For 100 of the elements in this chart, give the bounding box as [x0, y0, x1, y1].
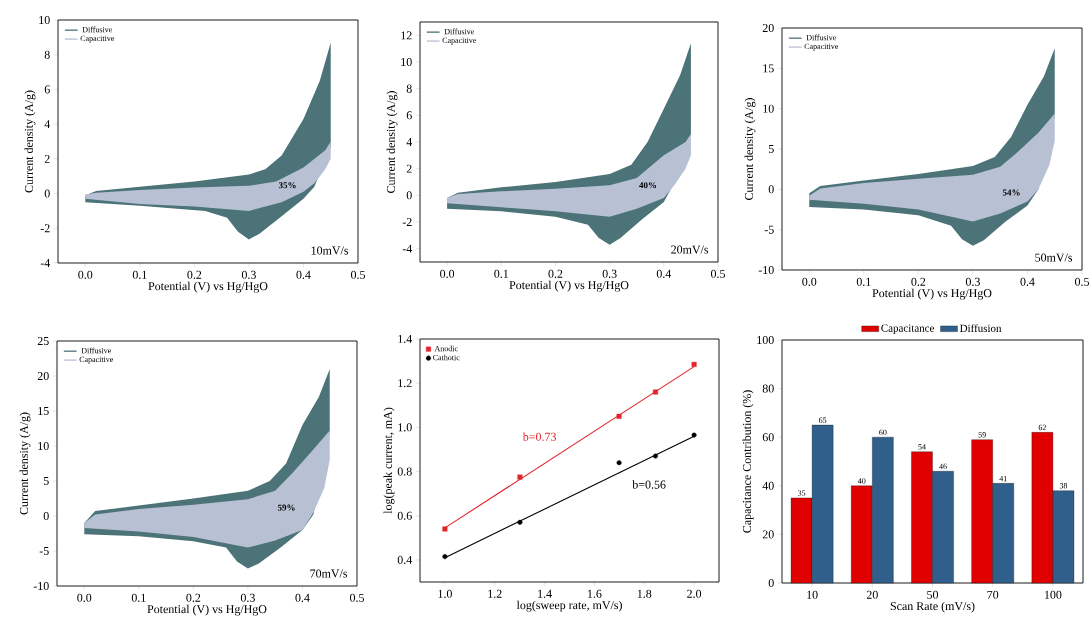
- annotation: 40%: [639, 182, 657, 189]
- y-tick-label: 10: [38, 441, 49, 451]
- x-axis-title: Potential (V) vs Hg/HgO: [148, 281, 268, 293]
- y-axis-title: log(peak current, mA): [383, 407, 395, 514]
- annotation: 50mV/s: [1035, 253, 1073, 262]
- point: [616, 413, 622, 419]
- y-tick-label: 0.4: [397, 555, 413, 564]
- point: [652, 453, 658, 459]
- x-tick-label: 70: [987, 590, 999, 599]
- x-tick-label: 0.4: [1020, 277, 1035, 286]
- y-tick-label: 15: [763, 64, 774, 73]
- y-tick-label: 10: [763, 104, 774, 113]
- y-tick-label: -10: [758, 265, 774, 275]
- y-tick-label: -5: [764, 225, 774, 234]
- y-tick-label: 80: [762, 384, 774, 393]
- y-tick-label: 0.6: [397, 511, 412, 520]
- point: [517, 474, 523, 480]
- y-axis-title: Current density (A/g): [19, 412, 31, 515]
- x-tick-label: 100: [1044, 590, 1062, 599]
- x-tick-label: 0.0: [440, 269, 455, 278]
- annotation: b=0.73: [522, 432, 556, 441]
- x-tick-label: 0.3: [240, 593, 255, 602]
- y-tick-label: -4: [40, 259, 51, 267]
- y-tick-label: 10: [401, 57, 412, 67]
- y-tick-label: 0.8: [397, 467, 412, 476]
- annotation: 70mV/s: [310, 569, 348, 578]
- y-tick-label: 6: [406, 111, 412, 120]
- y-tick-label: 8: [406, 84, 412, 93]
- x-tick-label: 0.4: [295, 593, 310, 602]
- y-tick-label: 20: [762, 23, 774, 33]
- y-tick-label: 5: [43, 477, 49, 485]
- x-tick-label: 1.0: [438, 589, 452, 598]
- y-tick-label: 20: [37, 371, 49, 381]
- y-tick-label: 10: [39, 15, 50, 25]
- y-axis-title: Capacitance Contribution (%): [742, 390, 754, 533]
- y-tick-label: 40: [762, 481, 774, 490]
- x-tick-label: 0.3: [965, 277, 980, 286]
- x-axis-title: Scan Rate (mV/s): [890, 601, 975, 613]
- y-tick-label: 1.4: [398, 334, 413, 344]
- y-tick-label: 1.2: [398, 379, 412, 388]
- y-tick-label: 15: [38, 407, 49, 415]
- x-tick-label: 1.6: [588, 589, 602, 598]
- y-tick-label: -10: [33, 581, 49, 591]
- point: [691, 432, 697, 438]
- annotation: 54%: [1002, 189, 1020, 196]
- point: [616, 460, 622, 466]
- x-tick-label: 0.5: [349, 593, 365, 602]
- y-axis-title: Current density (A/g): [386, 91, 398, 193]
- y-tick-label: 25: [37, 336, 49, 346]
- annotation: 35%: [278, 182, 296, 189]
- y-tick-label: 0: [768, 578, 774, 588]
- annotation: 10mV/s: [311, 246, 349, 255]
- point: [517, 519, 523, 525]
- point: [442, 526, 448, 532]
- x-tick-label: 0.0: [802, 277, 817, 286]
- x-tick-label: 0.0: [77, 593, 92, 602]
- x-tick-label: 0.0: [78, 270, 93, 279]
- y-tick-label: 8: [44, 50, 50, 59]
- y-tick-label: 100: [757, 335, 774, 345]
- x-tick-label: 50: [927, 590, 939, 599]
- y-axis-title: Current density (A/g): [24, 90, 36, 193]
- x-tick-label: 0.2: [187, 270, 202, 279]
- y-tick-label: 0: [44, 189, 50, 198]
- x-tick-label: 0.3: [602, 269, 617, 278]
- y-tick-label: 2: [44, 154, 50, 163]
- annotation: b=0.56: [632, 480, 666, 489]
- y-tick-label: 4: [44, 120, 51, 129]
- annotation: 59%: [277, 504, 295, 511]
- y-tick-label: -4: [402, 244, 413, 253]
- point: [652, 389, 658, 395]
- y-tick-label: 0: [406, 191, 412, 200]
- y-tick-label: 0: [768, 185, 774, 194]
- y-tick-label: -5: [39, 547, 49, 555]
- annotation: 20mV/s: [671, 245, 709, 254]
- legend-label: Capacitance: [881, 324, 935, 334]
- x-tick-label: 0.2: [548, 269, 563, 278]
- x-tick-label: 0.2: [186, 593, 201, 602]
- x-axis-title: Potential (V) vs Hg/HgO: [872, 288, 992, 300]
- y-tick-label: 20: [762, 530, 774, 539]
- x-tick-label: 0.5: [710, 269, 726, 278]
- point: [691, 361, 697, 367]
- x-axis-title: Potential (V) vs Hg/HgO: [509, 280, 629, 292]
- x-axis-title: Potential (V) vs Hg/HgO: [147, 604, 267, 616]
- x-tick-label: 0.3: [241, 270, 256, 279]
- x-tick-label: 1.4: [538, 589, 552, 598]
- x-tick-label: 0.4: [296, 270, 311, 279]
- y-axis-title: Current density (A/g): [744, 98, 756, 200]
- x-tick-label: 1.8: [637, 589, 652, 598]
- y-tick-label: -2: [40, 224, 50, 233]
- x-tick-label: 0.5: [350, 270, 366, 279]
- x-tick-label: 0.1: [494, 269, 509, 278]
- x-tick-label: 0.1: [856, 277, 871, 286]
- x-tick-label: 1.2: [488, 589, 502, 598]
- y-tick-label: 2: [406, 164, 412, 173]
- x-tick-label: 0.4: [656, 269, 672, 278]
- x-tick-label: 0.1: [132, 270, 147, 279]
- x-tick-label: 0.1: [131, 593, 146, 602]
- x-tick-label: 0.2: [911, 277, 926, 286]
- legend-label: Diffusion: [959, 324, 1002, 332]
- y-tick-label: 6: [44, 85, 50, 94]
